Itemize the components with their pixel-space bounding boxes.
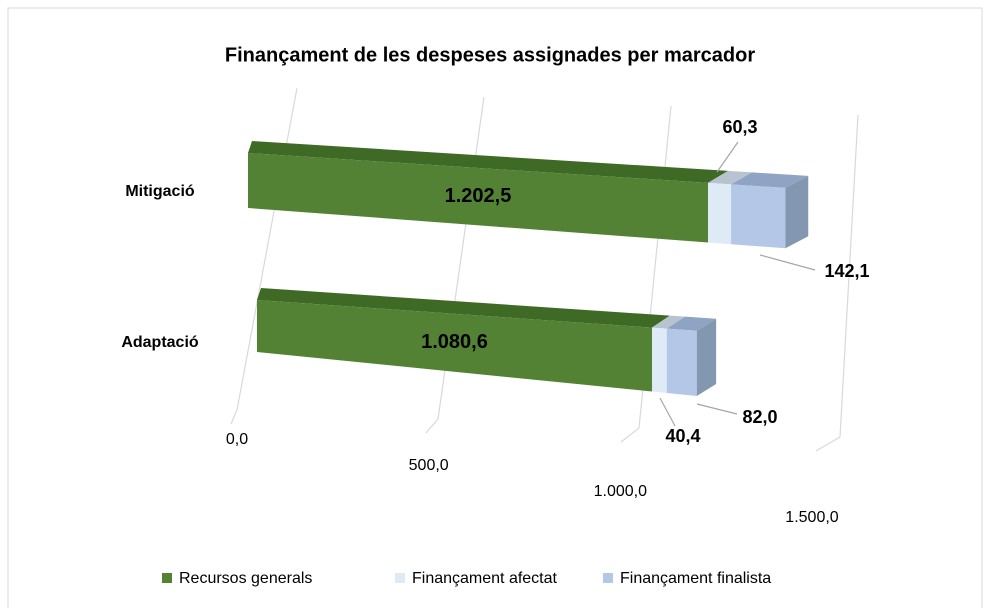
bar-side	[696, 318, 717, 396]
leader-line	[659, 397, 676, 427]
leader-line	[696, 403, 738, 415]
bar-top	[731, 172, 809, 188]
data-label: 1.080,6	[421, 331, 488, 353]
bar-side	[785, 175, 809, 249]
legend-swatch	[162, 573, 172, 583]
bar	[257, 300, 652, 392]
bar-top	[708, 170, 752, 185]
legend-swatch	[395, 573, 405, 583]
legend-label: Finançament afectat	[412, 570, 558, 587]
floor-line	[815, 436, 841, 452]
floor-line	[425, 418, 439, 434]
data-label: 142,1	[824, 261, 869, 281]
y-tick-label: Mitigació	[125, 183, 195, 200]
data-label: 1.202,5	[445, 185, 512, 207]
chart-title: Finançament de les despeses assignades p…	[225, 44, 755, 66]
x-tick-label: 1.000,0	[594, 483, 647, 500]
bar-top	[257, 288, 670, 328]
data-label: 40,4	[665, 426, 700, 446]
x-tick-label: 1.500,0	[785, 509, 838, 526]
grid-line	[236, 87, 298, 411]
x-tick-label: 500,0	[409, 457, 449, 474]
leader-line	[716, 141, 739, 173]
leader-line	[759, 254, 816, 271]
x-tick-label: 0,0	[226, 431, 248, 448]
bar	[708, 182, 732, 245]
bar	[666, 328, 697, 396]
data-label: 82,0	[742, 407, 777, 427]
legend-label: Recursos generals	[179, 570, 312, 587]
legend-swatch	[603, 573, 613, 583]
bar	[731, 184, 786, 249]
bar-top	[666, 316, 717, 331]
y-tick-label: Adaptació	[121, 334, 199, 351]
floor-line	[230, 409, 238, 425]
bar	[652, 327, 667, 393]
bar	[248, 153, 708, 243]
bar-top	[248, 141, 729, 183]
floor-line	[620, 427, 640, 443]
data-label: 60,3	[722, 117, 757, 137]
bar-top	[652, 315, 686, 329]
grid-line	[839, 114, 859, 438]
legend-label: Finançament finalista	[620, 570, 771, 587]
